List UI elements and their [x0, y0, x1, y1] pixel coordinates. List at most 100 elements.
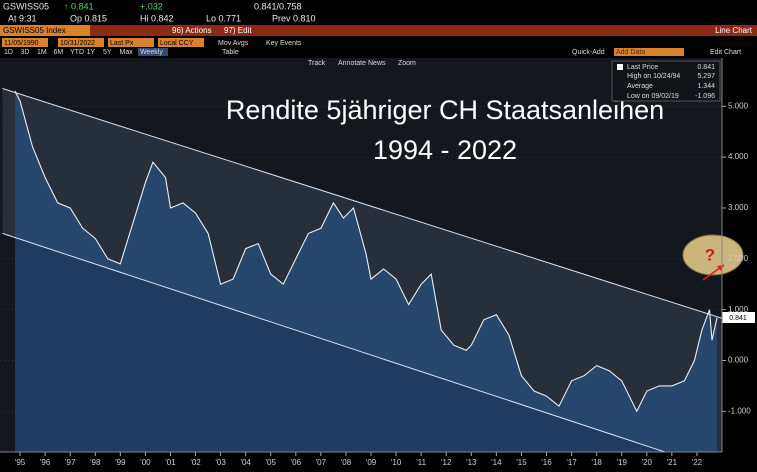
- tool-button[interactable]: Annotate: [338, 60, 366, 67]
- area: [15, 91, 717, 452]
- x-tick-label: '97: [65, 458, 76, 467]
- y-tick-label: 1.000: [728, 305, 749, 314]
- last-price-text: 0.841: [729, 315, 747, 322]
- x-tick-label: '06: [291, 458, 302, 467]
- legend-value: 1.344: [697, 83, 715, 90]
- x-tick-label: '10: [391, 458, 402, 467]
- date-field[interactable]: [2, 38, 48, 47]
- frequency[interactable]: Weekly: [140, 49, 163, 56]
- period-button[interactable]: 1D: [4, 49, 13, 56]
- y-tick-label: 4.000: [728, 152, 749, 161]
- open: Op 0.815: [70, 13, 107, 23]
- edit-menu[interactable]: 97) Edit: [224, 26, 252, 35]
- legend-value: 0.841: [697, 64, 715, 71]
- y-tick-label: -1.000: [728, 406, 751, 415]
- x-tick-label: '22: [692, 458, 703, 467]
- line: [14, 90, 718, 413]
- range: 0.841/0.758: [254, 1, 302, 11]
- x-tick-label: '07: [316, 458, 327, 467]
- legend-label: Last Price: [627, 64, 658, 71]
- x-tick-label: '18: [591, 458, 602, 467]
- period-button[interactable]: 1Y: [87, 49, 96, 56]
- tool-button[interactable]: News: [368, 60, 386, 67]
- x-tick-label: '14: [491, 458, 502, 467]
- legend-value: 5.297: [697, 73, 715, 80]
- start-date[interactable]: 11/05/1990: [4, 40, 39, 47]
- high: Hi 0.842: [140, 13, 174, 23]
- x-tick-label: '95: [15, 458, 26, 467]
- x-tick-label: '02: [190, 458, 201, 467]
- end-date[interactable]: 10/31/2022: [60, 40, 95, 47]
- period-button[interactable]: 1M: [37, 49, 47, 56]
- key-events[interactable]: Key Events: [266, 40, 302, 47]
- ccy-box[interactable]: [158, 38, 204, 47]
- y-tick-label: 3.000: [728, 203, 749, 212]
- legend-value: -1.096: [695, 93, 715, 100]
- add-data-box[interactable]: [614, 48, 684, 56]
- y-tick-label: 0.000: [728, 356, 749, 365]
- security[interactable]: GSWISS05 Index: [3, 26, 66, 35]
- table-button[interactable]: Table: [222, 49, 239, 56]
- period-button[interactable]: 3D: [21, 49, 30, 56]
- legend-label: Average: [627, 83, 653, 90]
- quick-add[interactable]: Quick-Add: [572, 49, 605, 56]
- currency[interactable]: Local CCY: [160, 40, 194, 47]
- y-tick-label: 5.000: [728, 101, 749, 110]
- edit-chart[interactable]: Edit Chart: [710, 49, 741, 56]
- title-bar: [0, 25, 757, 36]
- legend-swatch: [617, 64, 623, 70]
- x-tick-label: '00: [140, 458, 151, 467]
- price: ↑ 0.841: [64, 1, 94, 11]
- chart-title: Rendite 5jähriger CH Staatsanleihen: [226, 95, 664, 125]
- x-tick-label: '04: [240, 458, 251, 467]
- ticker: GSWISS05: [3, 1, 49, 11]
- y-tick-label: 2.000: [728, 254, 749, 263]
- callout-text: ?: [705, 245, 715, 264]
- legend-label: Low on 09/02/19: [627, 93, 679, 100]
- time: At 9:31: [8, 13, 37, 23]
- period-button[interactable]: 5Y: [103, 49, 112, 56]
- mov-avgs[interactable]: Mov Avgs: [218, 40, 249, 47]
- period-button[interactable]: 6M: [54, 49, 64, 56]
- low: Lo 0.771: [206, 13, 241, 23]
- tool-button[interactable]: Track: [308, 60, 326, 67]
- x-tick-label: '05: [266, 458, 277, 467]
- x-tick-label: '99: [115, 458, 126, 467]
- callout-oval: [682, 234, 744, 276]
- x-tick-label: '98: [90, 458, 101, 467]
- x-tick-label: '19: [617, 458, 628, 467]
- freq-box[interactable]: [138, 48, 168, 56]
- prev: Prev 0.810: [272, 13, 316, 23]
- date-field[interactable]: [58, 38, 104, 47]
- x-tick-label: '17: [566, 458, 577, 467]
- x-tick-label: '21: [667, 458, 678, 467]
- actions-menu[interactable]: 96) Actions: [172, 26, 212, 35]
- x-tick-label: '20: [642, 458, 653, 467]
- x-tick-label: '09: [366, 458, 377, 467]
- x-tick-label: '12: [441, 458, 452, 467]
- security-box: [0, 25, 90, 36]
- x-tick-label: '08: [341, 458, 352, 467]
- chart-subtitle: 1994 - 2022: [373, 135, 517, 165]
- field-box[interactable]: [108, 38, 154, 47]
- x-tick-label: '13: [466, 458, 477, 467]
- add-data[interactable]: Add Data: [616, 49, 645, 56]
- trend-line: [2, 232, 667, 452]
- x-tick-label: '01: [165, 458, 176, 467]
- change: +.032: [140, 1, 163, 11]
- trend-line: [2, 88, 722, 319]
- x-tick-label: '16: [541, 458, 552, 467]
- legend-box: [611, 60, 721, 102]
- period-button[interactable]: Max: [120, 49, 134, 56]
- x-tick-label: '15: [516, 458, 527, 467]
- x-tick-label: '11: [416, 458, 426, 467]
- x-tick-label: '03: [215, 458, 226, 467]
- x-tick-label: '96: [40, 458, 51, 467]
- tool-button[interactable]: Zoom: [398, 60, 416, 67]
- last-price-tag: [722, 312, 755, 323]
- period-button[interactable]: YTD: [70, 49, 84, 56]
- legend-label: High on 10/24/94: [627, 73, 680, 80]
- field[interactable]: Last Px: [110, 40, 134, 47]
